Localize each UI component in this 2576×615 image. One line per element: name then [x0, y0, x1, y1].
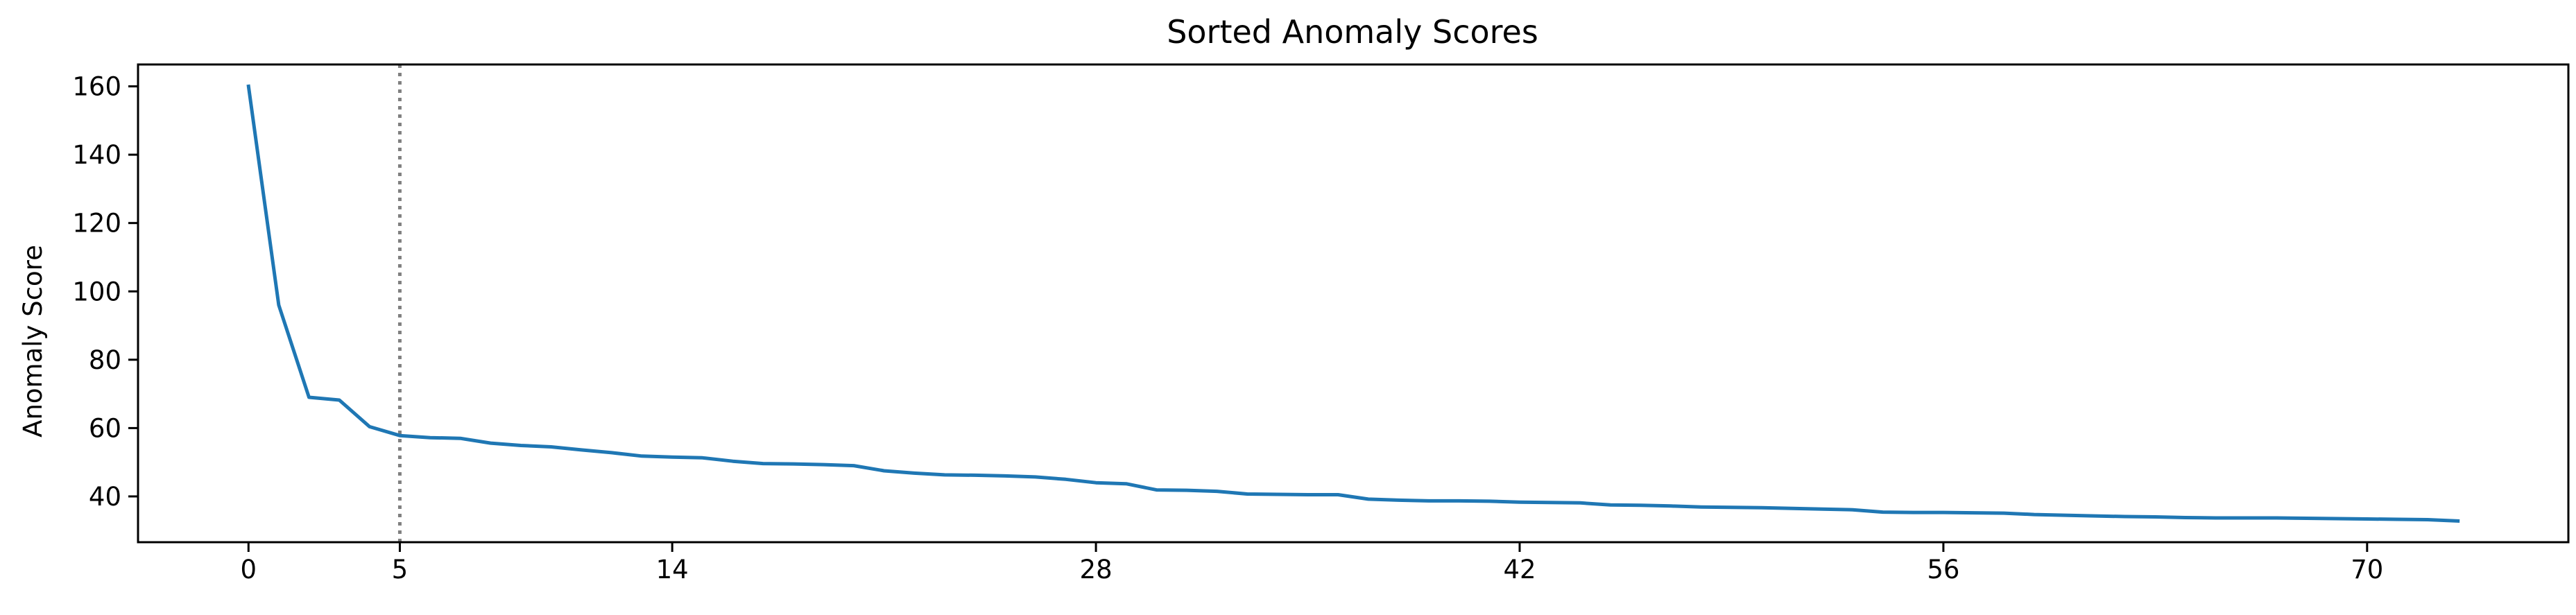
- plot-frame: [137, 63, 2570, 544]
- x-tick-label: 5: [392, 555, 409, 584]
- series-line: [246, 84, 2460, 523]
- y-tick-label: 40: [89, 482, 121, 512]
- y-tick-label: 140: [72, 140, 121, 170]
- x-tick-label: 28: [1080, 555, 1113, 584]
- x-tick-label: 56: [1927, 555, 1959, 584]
- y-axis-label: Anomaly Score: [18, 245, 48, 438]
- chart-title: Sorted Anomaly Scores: [1167, 13, 1538, 51]
- y-tick-label: 80: [89, 345, 121, 375]
- plot-area: 0 5 14 28 42 56 70 40 60 80 100 120 140 160: [72, 64, 2460, 584]
- x-tick-label: 70: [2351, 555, 2383, 584]
- x-tick-label: 14: [656, 555, 689, 584]
- y-tick-label: 160: [72, 72, 121, 102]
- y-tick-label: 100: [72, 277, 121, 306]
- x-tick-label: 42: [1503, 555, 1536, 584]
- y-tick-label: 120: [72, 209, 121, 239]
- y-tick-label: 60: [89, 413, 121, 443]
- x-tick-label: 0: [240, 555, 257, 584]
